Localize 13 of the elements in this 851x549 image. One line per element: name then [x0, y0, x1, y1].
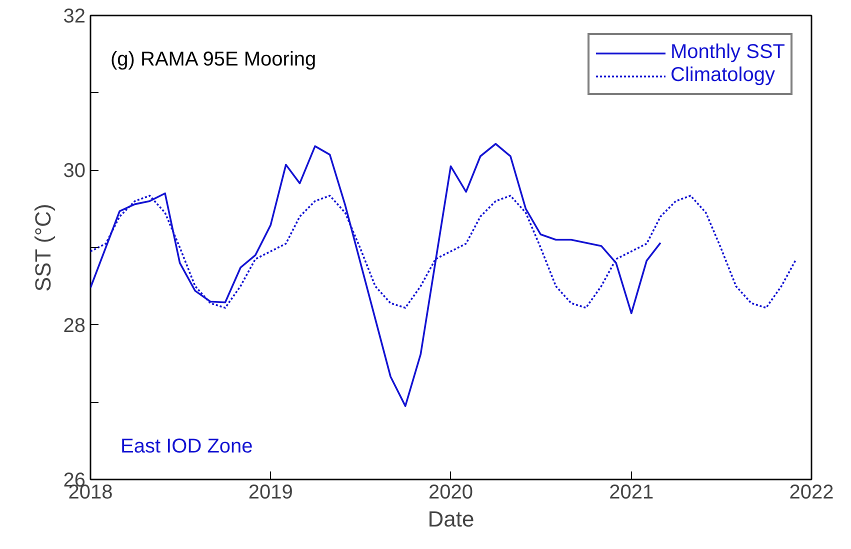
x-axis-title: Date [428, 506, 474, 532]
legend-label: Monthly SST [670, 41, 785, 64]
x-tick-label: 2020 [428, 482, 474, 504]
x-tick-label: 2022 [789, 482, 834, 504]
y-axis-title: SST (°C) [30, 204, 56, 292]
x-tick-label: 2021 [609, 482, 654, 504]
y-tick-label: 28 [63, 314, 86, 337]
x-tick-label: 2019 [248, 482, 293, 504]
legend-label: Climatology [670, 64, 775, 87]
annotation: (g) RAMA 95E Mooring [110, 48, 316, 70]
annotation: East IOD Zone [120, 436, 253, 458]
y-tick-label: 32 [63, 6, 86, 28]
y-tick-label: 30 [63, 160, 86, 182]
